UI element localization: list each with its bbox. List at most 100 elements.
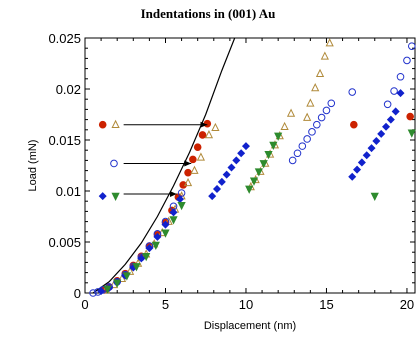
legend-marker-circle-filled [98, 120, 107, 129]
data-point-triangle-up-open [204, 129, 214, 139]
legend-marker-triangle-up-open [111, 119, 120, 128]
x-tick-label: 10 [239, 297, 253, 312]
data-point-circle-open [298, 142, 307, 150]
data-point-triangle-down-filled [370, 192, 379, 202]
data-point-triangle-up-open [303, 112, 312, 121]
data-point-diamond-filled [391, 107, 400, 116]
fit-curve [92, 38, 236, 293]
data-point-circle-filled [350, 120, 358, 129]
data-point-diamond-filled [222, 170, 231, 179]
data-point-diamond-filled [97, 286, 106, 295]
data-point-circle-open [288, 156, 297, 165]
legend-marker-triangle-down-filled [111, 192, 120, 202]
data-point-circle-open [383, 100, 392, 109]
data-point-triangle-down-filled [245, 185, 254, 194]
data-point-diamond-filled [227, 163, 236, 172]
data-point-circle-open [407, 42, 416, 50]
data-point-circle-filled [179, 181, 187, 189]
data-point-circle-filled [203, 119, 212, 128]
y-tick-label: 0 [74, 286, 81, 301]
data-point-diamond-filled [386, 115, 395, 124]
data-point-circle-open [403, 56, 411, 65]
data-point-triangle-down-filled [249, 177, 259, 186]
data-point-circle-open [348, 88, 357, 96]
data-point-triangle-up-open [306, 98, 315, 107]
data-point-triangle-down-filled [142, 252, 151, 262]
data-point-diamond-filled [212, 184, 222, 193]
data-point-circle-open [390, 87, 398, 95]
data-point-triangle-up-open [280, 121, 289, 131]
data-point-triangle-down-filled [407, 129, 416, 138]
data-point-triangle-up-open [117, 273, 127, 283]
data-point-circle-open [313, 120, 321, 129]
data-point-diamond-filled [161, 220, 170, 229]
x-tick-label: 0 [81, 297, 88, 312]
data-point-triangle-up-open [325, 38, 334, 47]
data-point-circle-open [303, 135, 311, 143]
data-point-triangle-down-filled [161, 229, 170, 238]
x-tick-label: 20 [400, 297, 414, 312]
data-point-triangle-up-open [315, 68, 325, 77]
data-point-triangle-up-open [286, 108, 296, 117]
data-point-triangle-up-open [183, 177, 193, 187]
data-point-diamond-filled [362, 151, 371, 160]
data-point-triangle-up-open [190, 165, 199, 174]
data-point-diamond-filled [137, 254, 146, 263]
y-tick-label: 0.02 [56, 82, 81, 97]
data-point-triangle-down-filled [259, 160, 268, 169]
data-point-diamond-filled [217, 177, 226, 186]
data-point-triangle-down-filled [132, 263, 141, 272]
data-point-circle-open [177, 189, 186, 197]
data-point-circle-filled [189, 155, 197, 164]
data-point-triangle-up-open [320, 51, 329, 60]
data-point-circle-open [396, 72, 405, 81]
data-point-circle-filled [184, 168, 192, 177]
y-axis-title: Load (mN) [27, 140, 39, 192]
data-point-diamond-filled [241, 142, 250, 151]
data-point-diamond-filled [396, 89, 405, 98]
data-point-circle-open [293, 149, 302, 158]
data-point-triangle-down-filled [269, 141, 278, 151]
plot-frame [84, 37, 416, 294]
data-point-triangle-down-filled [274, 132, 283, 141]
data-point-circle-filled [198, 131, 207, 139]
data-point-diamond-filled [232, 156, 241, 165]
y-tick-label: 0.025 [48, 31, 81, 46]
data-point-diamond-filled [208, 192, 217, 201]
data-point-triangle-down-filled [264, 150, 273, 160]
data-point-circle-filled [193, 143, 202, 151]
data-point-triangle-up-open [125, 266, 135, 275]
data-point-diamond-filled [377, 129, 386, 138]
x-tick-label: 5 [162, 297, 169, 312]
data-point-triangle-down-filled [122, 272, 131, 281]
data-point-triangle-down-filled [103, 285, 112, 294]
data-point-circle-open [322, 106, 331, 115]
data-point-circle-open [327, 99, 336, 108]
data-point-diamond-filled [237, 149, 246, 158]
y-tick-label: 0.015 [48, 133, 81, 148]
data-point-diamond-filled [348, 172, 357, 181]
x-axis-title: Displacement (nm) [204, 320, 296, 332]
chart-title: Indentations in (001) Au [140, 6, 276, 21]
data-point-triangle-up-open [211, 122, 220, 132]
data-point-diamond-filled [367, 144, 376, 153]
data-point-circle-open [317, 113, 326, 122]
data-point-diamond-filled [382, 122, 391, 131]
legend-marker-circle-open [110, 159, 118, 168]
data-point-circle-filled [406, 112, 414, 121]
data-point-diamond-filled [372, 137, 381, 146]
data-point-triangle-down-filled [151, 241, 160, 250]
legend-marker-diamond-filled [98, 192, 107, 201]
data-point-diamond-filled [145, 244, 154, 253]
data-point-triangle-down-filled [113, 279, 122, 288]
data-point-circle-open [308, 128, 316, 136]
data-point-diamond-filled [357, 158, 366, 167]
data-point-diamond-filled [169, 208, 178, 217]
data-point-diamond-filled [153, 232, 162, 241]
data-point-triangle-down-filled [169, 216, 178, 225]
data-point-diamond-filled [353, 165, 362, 174]
data-point-triangle-up-open [311, 83, 320, 92]
data-point-circle-open [89, 289, 97, 297]
